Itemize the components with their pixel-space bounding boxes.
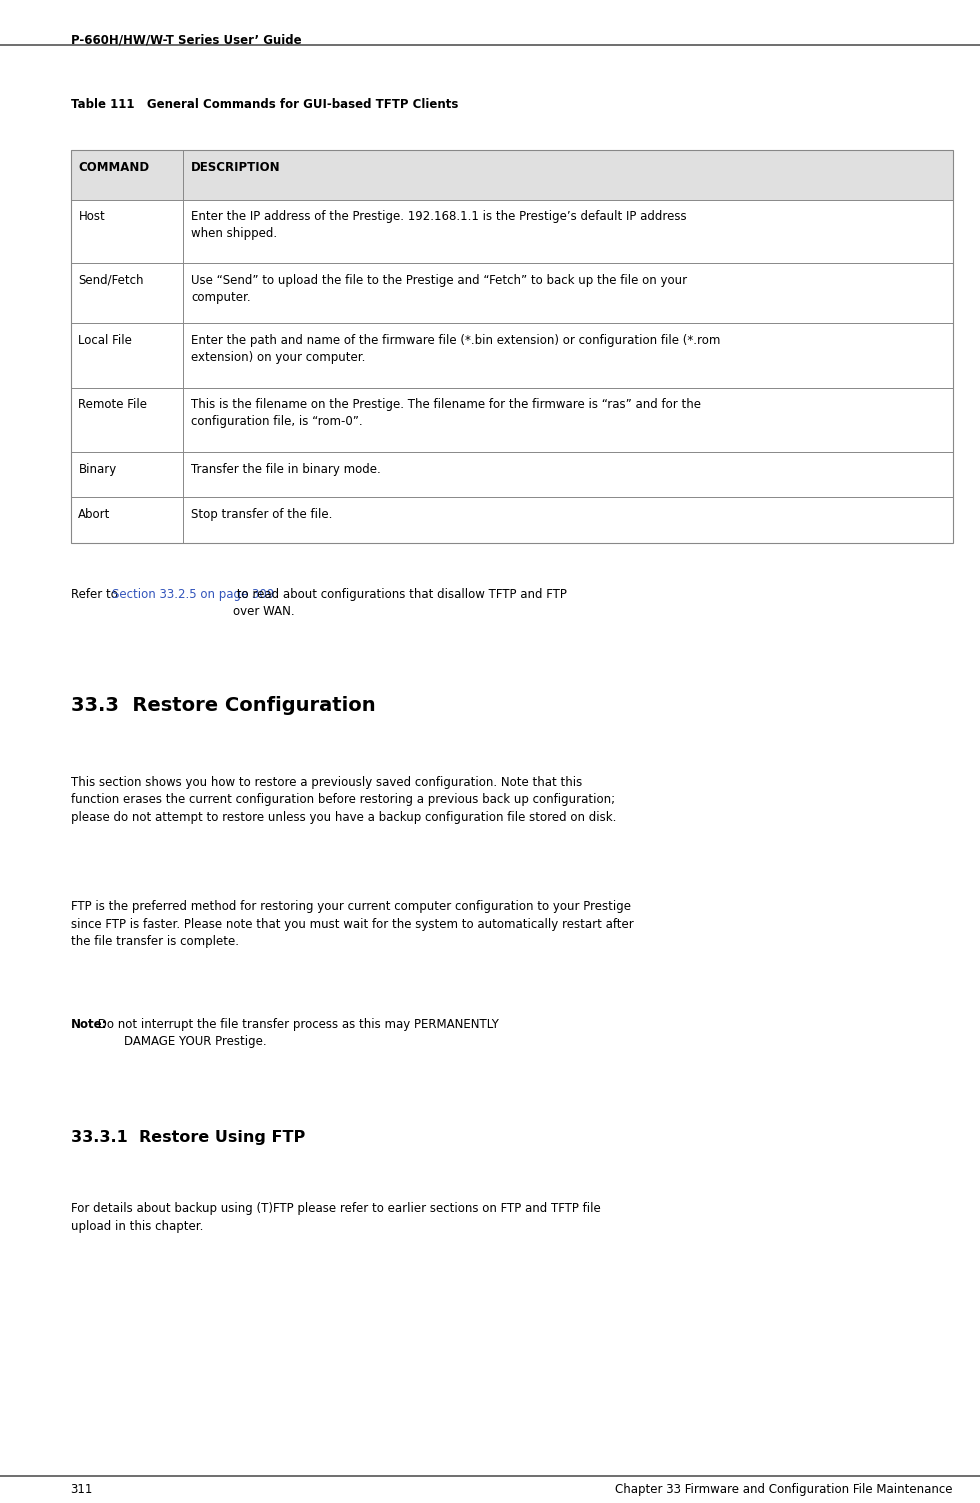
Text: 33.3.1  Restore Using FTP: 33.3.1 Restore Using FTP: [71, 1130, 305, 1145]
Text: Note:: Note:: [71, 1018, 107, 1031]
Bar: [71, 150, 953, 543]
Text: Section 33.2.5 on page 309: Section 33.2.5 on page 309: [113, 588, 274, 601]
Text: Abort: Abort: [78, 508, 111, 522]
Text: 311: 311: [71, 1483, 93, 1497]
Text: Transfer the file in binary mode.: Transfer the file in binary mode.: [191, 463, 381, 476]
Text: Host: Host: [78, 210, 105, 224]
Text: Enter the IP address of the Prestige. 192.168.1.1 is the Prestige’s default IP a: Enter the IP address of the Prestige. 19…: [191, 210, 687, 240]
Bar: [71, 150, 953, 200]
Text: Table 111   General Commands for GUI-based TFTP Clients: Table 111 General Commands for GUI-based…: [71, 98, 458, 111]
Text: Stop transfer of the file.: Stop transfer of the file.: [191, 508, 332, 522]
Text: 33.3  Restore Configuration: 33.3 Restore Configuration: [71, 696, 375, 715]
Text: Use “Send” to upload the file to the Prestige and “Fetch” to back up the file on: Use “Send” to upload the file to the Pre…: [191, 274, 687, 304]
Text: P-660H/HW/W-T Series User’ Guide: P-660H/HW/W-T Series User’ Guide: [71, 33, 301, 47]
Text: Local File: Local File: [78, 334, 132, 347]
Text: Remote File: Remote File: [78, 398, 147, 412]
Text: This section shows you how to restore a previously saved configuration. Note tha: This section shows you how to restore a …: [71, 776, 616, 824]
Text: This is the filename on the Prestige. The filename for the firmware is “ras” and: This is the filename on the Prestige. Th…: [191, 398, 701, 428]
Text: DESCRIPTION: DESCRIPTION: [191, 161, 280, 174]
Text: Chapter 33 Firmware and Configuration File Maintenance: Chapter 33 Firmware and Configuration Fi…: [615, 1483, 953, 1497]
Text: to read about configurations that disallow TFTP and FTP
over WAN.: to read about configurations that disall…: [233, 588, 567, 618]
Text: Enter the path and name of the firmware file (*.bin extension) or configuration : Enter the path and name of the firmware …: [191, 334, 720, 364]
Text: COMMAND: COMMAND: [78, 161, 150, 174]
Text: Do not interrupt the file transfer process as this may PERMANENTLY
        DAMAG: Do not interrupt the file transfer proce…: [94, 1018, 499, 1048]
Text: Refer to: Refer to: [71, 588, 122, 601]
Text: FTP is the preferred method for restoring your current computer configuration to: FTP is the preferred method for restorin…: [71, 900, 633, 948]
Text: For details about backup using (T)FTP please refer to earlier sections on FTP an: For details about backup using (T)FTP pl…: [71, 1202, 601, 1232]
Text: Send/Fetch: Send/Fetch: [78, 274, 144, 287]
Text: Binary: Binary: [78, 463, 117, 476]
